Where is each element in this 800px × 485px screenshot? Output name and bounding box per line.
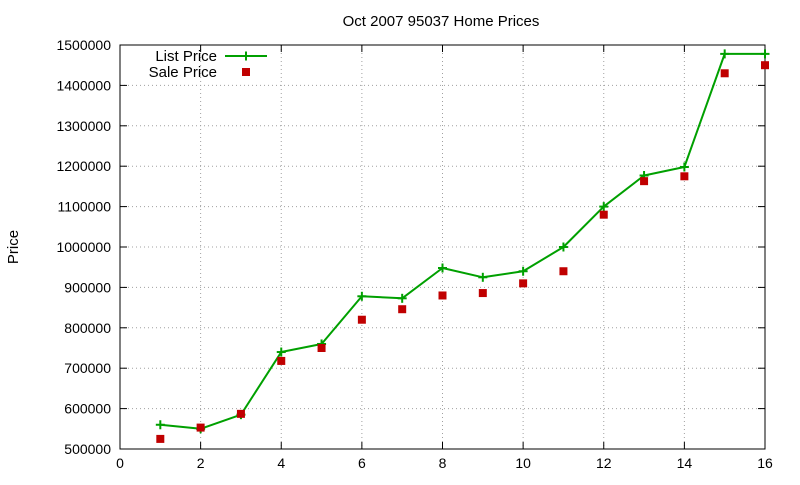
list-price-point <box>397 293 407 303</box>
sale-price-point <box>519 279 528 288</box>
y-tick-label: 700000 <box>64 360 111 376</box>
sale-price-point <box>559 267 568 276</box>
y-tick-label: 800000 <box>64 320 111 336</box>
x-tick-label: 14 <box>677 455 693 471</box>
list-price-point <box>558 242 568 252</box>
list-price-point <box>679 162 689 172</box>
list-price-point <box>438 263 447 273</box>
sale-price-point <box>761 61 769 70</box>
chart-title: Oct 2007 95037 Home Prices <box>343 13 540 30</box>
sale-price-point <box>317 344 326 352</box>
sale-price-point <box>156 434 165 443</box>
sale-price-point <box>599 210 608 219</box>
sale-price-point <box>236 409 245 418</box>
y-tick-label: 600000 <box>64 401 111 417</box>
y-tick-label: 1200000 <box>56 158 111 174</box>
list-price-point <box>478 272 488 282</box>
y-tick-label: 1400000 <box>56 77 111 93</box>
sale-price-point <box>640 177 649 186</box>
sale-price-point <box>277 356 286 365</box>
list-price-line <box>160 52 765 430</box>
legend-label-sale-price: Sale Price <box>149 64 217 81</box>
y-tick-label: 500000 <box>64 441 111 457</box>
y-tick-label: 900000 <box>64 279 111 295</box>
list-price-point <box>720 49 730 59</box>
y-axis-label: Price <box>5 230 22 264</box>
x-axis: 0 2 4 6 8 10 12 14 16 <box>116 45 773 471</box>
legend-marker-list-price <box>241 51 251 61</box>
grid <box>120 45 765 449</box>
sale-price-point <box>398 305 407 314</box>
x-tick-label: 0 <box>116 455 124 471</box>
sale-price-point <box>478 289 487 298</box>
sale-price-point <box>438 291 447 300</box>
y-tick-label: 1000000 <box>56 239 111 255</box>
y-tick-label: 1500000 <box>56 37 111 53</box>
sale-price-point <box>720 69 729 78</box>
y-tick-label: 1300000 <box>56 118 111 134</box>
legend-swatch-sale-price <box>242 68 250 76</box>
x-tick-label: 2 <box>197 455 205 471</box>
list-price-point <box>599 202 609 212</box>
sale-price-point <box>196 423 205 432</box>
list-price-point <box>276 347 286 357</box>
x-tick-label: 16 <box>757 455 773 471</box>
sale-price-point <box>357 315 366 324</box>
list-price-point <box>518 266 528 276</box>
legend-label-list-price: List Price <box>155 48 217 65</box>
y-tick-label: 1100000 <box>58 199 112 215</box>
x-tick-label: 8 <box>439 455 447 471</box>
list-price-point <box>155 420 165 430</box>
x-tick-label: 12 <box>596 455 612 471</box>
series-layer <box>155 49 770 443</box>
sale-price-point <box>680 172 689 181</box>
x-tick-label: 6 <box>358 455 366 471</box>
y-axis: 500000 600000 700000 800000 900000 1000000 110… <box>56 37 765 457</box>
list-price-point <box>357 291 367 301</box>
x-tick-label: 10 <box>515 455 531 471</box>
list-price-point <box>760 49 770 59</box>
x-tick-label: 4 <box>277 455 285 471</box>
